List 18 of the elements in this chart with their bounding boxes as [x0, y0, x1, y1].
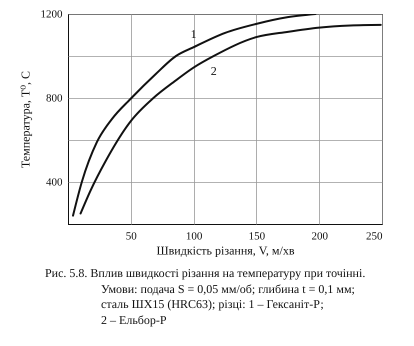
x-tick-label: 200 [311, 230, 328, 242]
y-axis-title: Температура, T⁰, C [18, 70, 32, 168]
x-tick-label: 50 [126, 230, 138, 242]
line-series [80, 24, 382, 214]
x-axis-title: Швидкість різання, V, м/хв [156, 244, 295, 258]
x-tick-label: 150 [248, 230, 266, 242]
series-label: 1 [190, 27, 197, 42]
y-tick-label: 800 [46, 92, 63, 104]
x-tick-label: 250 [366, 230, 383, 242]
text: 2 – Ельбор-Р [100, 312, 168, 328]
y-tick-label: 1200 [40, 8, 63, 20]
text: сталь ШХ15 (HRC63); різці: 1 – Гексаніт-Р; [100, 297, 325, 312]
series-label: 2 [210, 64, 217, 78]
x-tick-label: 100 [186, 230, 203, 242]
line-series [72, 14, 316, 217]
text: Рис. 5.8. Вплив швидкості різання на температуру при точінні. [45, 266, 366, 282]
text: Умови: подача S = 0,05 мм/об; глибина t = 0,1 мм; [100, 282, 356, 297]
y-tick-label: 400 [46, 176, 63, 188]
